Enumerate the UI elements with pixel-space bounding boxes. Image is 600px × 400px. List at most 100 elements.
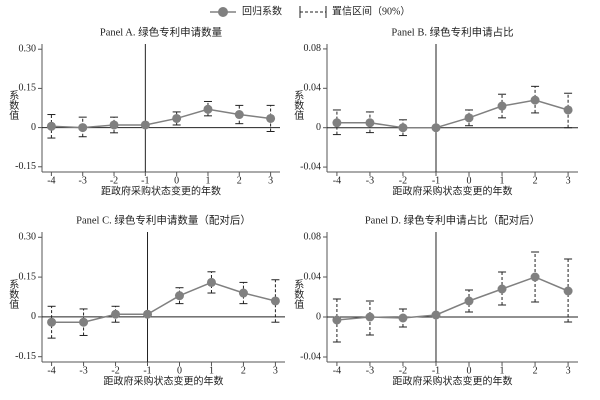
coefficient-point: [143, 309, 153, 319]
confidence-interval: [78, 116, 87, 138]
x-tick-label: -3: [79, 175, 87, 186]
y-tick-label: 0.15: [19, 271, 37, 282]
panel-title: Panel A. 绿色专利申请数量: [100, 25, 223, 38]
confidence-interval: [398, 308, 407, 328]
x-tick-label: -3: [366, 175, 374, 186]
y-axis-label: 系数值: [7, 90, 19, 121]
coefficient-point: [270, 296, 280, 306]
x-tick-label: -2: [111, 365, 119, 376]
coefficient-point: [332, 118, 342, 128]
coefficient-point: [109, 120, 119, 130]
coefficient-point: [365, 118, 375, 128]
x-tick-label: -1: [432, 365, 440, 376]
coefficient-point: [431, 310, 441, 320]
coefficient-point: [365, 312, 375, 322]
x-tick-label: 3: [273, 365, 278, 376]
x-tick-label: 2: [533, 175, 538, 186]
coefficient-point: [563, 105, 573, 115]
y-tick-label: -0.15: [15, 351, 36, 362]
y-tick-label: 0.04: [304, 83, 322, 94]
y-axis-label: 系数值: [7, 279, 19, 310]
x-tick-label: 1: [209, 365, 214, 376]
y-tick-label: 0.08: [304, 43, 322, 54]
x-tick-label: 0: [177, 365, 182, 376]
y-tick-label: 0.30: [19, 44, 37, 55]
coefficient-point: [78, 123, 88, 133]
coefficient-point: [398, 313, 408, 323]
y-tick-label: -0.04: [300, 351, 321, 362]
coefficient-point: [47, 317, 57, 327]
legend-label: 回归系数: [242, 4, 282, 17]
x-tick-label: -2: [110, 175, 118, 186]
coefficient-point: [563, 286, 573, 296]
x-tick-label: 3: [268, 175, 273, 186]
x-tick-label: -2: [399, 365, 407, 376]
coefficient-point: [79, 317, 89, 327]
coefficient-line: [51, 108, 271, 129]
coefficient-line: [51, 281, 276, 323]
coefficient-point: [174, 291, 184, 301]
x-tick-label: -1: [432, 175, 440, 186]
y-axis-label: 系数值: [292, 279, 304, 310]
panel-title: Panel B. 绿色专利申请占比: [391, 25, 513, 38]
y-tick-label: 0: [31, 122, 36, 133]
coefficient-point: [464, 113, 474, 123]
coefficient-point: [140, 120, 150, 130]
x-tick-label: 1: [500, 365, 505, 376]
x-tick-label: -3: [79, 365, 87, 376]
y-tick-label: 0.04: [304, 271, 322, 282]
x-tick-label: -4: [47, 175, 55, 186]
y-axis-label: 系数值: [292, 90, 304, 121]
y-tick-label: -0.15: [15, 161, 36, 172]
coefficient-point: [530, 95, 540, 105]
confidence-interval: [531, 85, 540, 114]
x-tick-label: -4: [333, 175, 341, 186]
coefficient-line: [336, 276, 569, 321]
x-tick-label: -2: [399, 175, 407, 186]
confidence-interval: [79, 308, 88, 336]
x-tick-label: 2: [237, 175, 242, 186]
x-tick-label: -4: [333, 365, 341, 376]
coefficient-point: [234, 110, 244, 120]
coefficient-point: [203, 104, 213, 114]
legend-marker: [218, 7, 228, 17]
coefficient-point: [497, 101, 507, 111]
coefficient-point: [332, 315, 342, 325]
coefficient-point: [172, 113, 182, 123]
y-tick-label: 0.30: [19, 232, 37, 243]
x-tick-label: 0: [467, 365, 472, 376]
x-tick-label: 3: [566, 175, 571, 186]
confidence-interval: [266, 104, 275, 133]
coefficient-point: [497, 284, 507, 294]
x-tick-label: -1: [143, 365, 151, 376]
x-axis-label: 距政府采购状态变更的年数: [104, 374, 224, 387]
coefficient-line: [336, 99, 569, 129]
y-tick-label: 0: [316, 122, 321, 133]
y-tick-label: 0: [31, 311, 36, 322]
y-tick-label: -0.04: [300, 161, 321, 172]
x-tick-label: 1: [205, 175, 210, 186]
panel-title: Panel C. 绿色专利申请数量（配对后）: [76, 213, 251, 226]
y-tick-label: 0: [316, 311, 321, 322]
coefficient-point: [464, 296, 474, 306]
x-axis-label: 距政府采购状态变更的年数: [393, 184, 513, 197]
y-tick-label: 0.15: [19, 83, 37, 94]
y-tick-label: 0.08: [304, 231, 322, 242]
x-tick-label: 0: [467, 175, 472, 186]
x-tick-label: 2: [241, 365, 246, 376]
x-tick-label: 0: [174, 175, 179, 186]
coefficient-point: [431, 123, 441, 133]
x-axis-label: 距政府采购状态变更的年数: [393, 374, 513, 387]
x-tick-label: -1: [141, 175, 149, 186]
confidence-interval: [235, 104, 244, 125]
coefficient-point: [111, 309, 121, 319]
x-tick-label: 3: [566, 365, 571, 376]
coefficient-point: [530, 272, 540, 282]
x-axis-label: 距政府采购状态变更的年数: [101, 184, 221, 197]
coefficient-point: [266, 113, 276, 123]
legend-label: 置信区间（90%）: [332, 4, 410, 17]
